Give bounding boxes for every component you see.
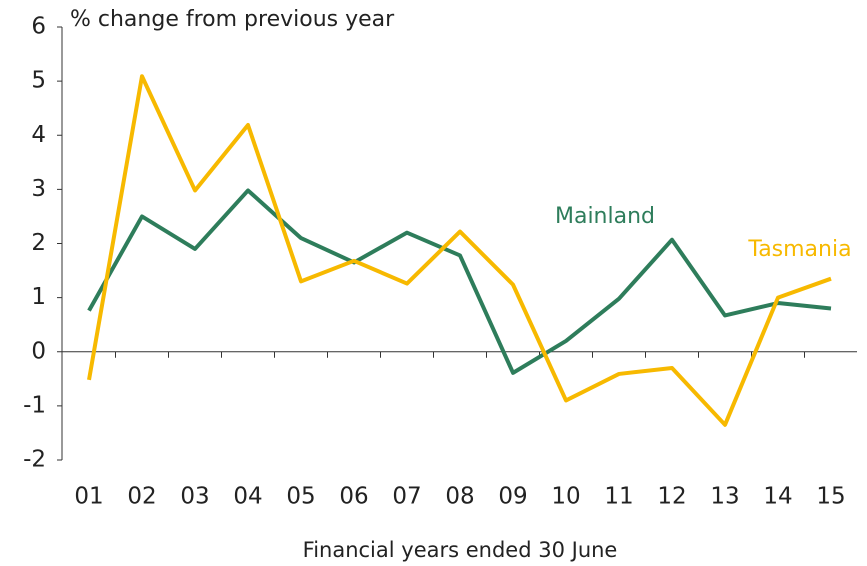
series-line	[87, 188, 832, 375]
y-tick-label: -2	[23, 447, 46, 473]
y-axis-label: % change from previous year	[70, 7, 395, 32]
y-tick-label: 5	[31, 68, 46, 94]
x-tick-label: 13	[710, 484, 739, 510]
y-tick-label: 1	[31, 284, 46, 310]
x-tick-label: 02	[127, 484, 156, 510]
series-label: Mainland	[555, 204, 655, 229]
x-tick-label: 04	[233, 484, 262, 510]
x-tick-label: 14	[763, 484, 792, 510]
x-tick-label: 07	[392, 484, 421, 510]
y-tick-label: 6	[31, 14, 46, 40]
y-tick-label: 3	[31, 176, 46, 202]
y-tick-label: 0	[31, 338, 46, 364]
x-tick-label: 10	[551, 484, 580, 510]
series-line	[87, 74, 832, 427]
x-tick-label: 15	[816, 484, 845, 510]
y-tick-label: -1	[23, 392, 46, 418]
x-tick-label: 03	[180, 484, 209, 510]
x-tick-label: 11	[604, 484, 633, 510]
x-axis-label: Financial years ended 30 June	[303, 538, 618, 562]
x-tick-label: 12	[657, 484, 686, 510]
y-tick-label: 2	[31, 230, 46, 256]
y-tick-label: 4	[31, 122, 46, 148]
x-tick-label: 08	[445, 484, 474, 510]
x-tick-label: 01	[74, 484, 103, 510]
series-label: Tasmania	[747, 237, 851, 262]
x-tick-label: 09	[498, 484, 527, 510]
x-tick-label: 06	[339, 484, 368, 510]
x-tick-label: 05	[286, 484, 315, 510]
